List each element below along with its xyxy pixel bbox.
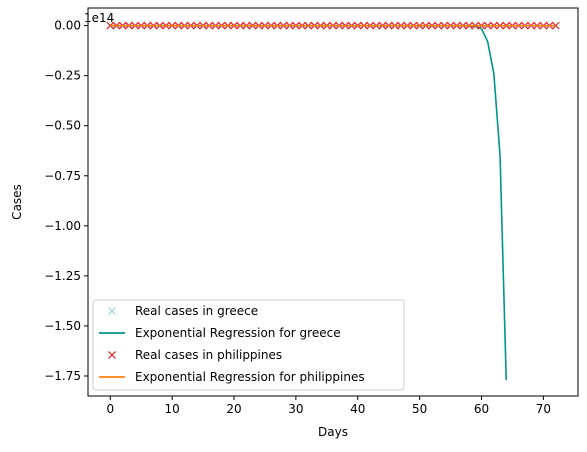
legend-item: Exponential Regression for philippines — [99, 370, 365, 384]
y-tick-label: −1.75 — [44, 369, 81, 383]
y-axis-label: Cases — [10, 184, 24, 220]
legend-label: Real cases in greece — [135, 304, 258, 318]
x-tick-label: 50 — [412, 402, 427, 416]
y-tick-label: −0.50 — [44, 119, 81, 133]
x-tick-label: 70 — [536, 402, 551, 416]
x-tick-label: 20 — [226, 402, 241, 416]
legend-marker — [108, 351, 116, 359]
legend-label: Exponential Regression for greece — [135, 326, 341, 340]
y-tick-label: −0.75 — [44, 169, 81, 183]
x-tick-label: 60 — [474, 402, 489, 416]
legend: Real cases in greece Exponential Regressi… — [92, 299, 405, 391]
legend-item: Exponential Regression for greece — [99, 326, 341, 340]
y-offset-text: 1e14 — [84, 11, 114, 25]
legend-item: Real cases in greece — [108, 304, 258, 318]
y-axis: 0.00 −0.25 −0.50 −0.75 −1.00 −1.25 −1.50 −1.75 — [44, 19, 88, 383]
y-tick-label: −0.25 — [44, 69, 81, 83]
x-tick-label: 0 — [106, 402, 114, 416]
y-tick-label: −1.00 — [44, 219, 81, 233]
x-tick-label: 40 — [350, 402, 365, 416]
legend-box — [92, 299, 405, 391]
y-tick-label: −1.50 — [44, 319, 81, 333]
legend-label: Exponential Regression for philippines — [135, 370, 365, 384]
plot-area — [106, 21, 560, 381]
x-tick-label: 10 — [165, 402, 180, 416]
legend-marker — [108, 307, 116, 315]
x-axis-label: Days — [318, 425, 348, 439]
y-tick-label: 0.00 — [54, 19, 81, 33]
y-tick-label: −1.25 — [44, 269, 81, 283]
axes-frame — [87, 7, 579, 397]
legend-label: Real cases in philippines — [135, 348, 282, 362]
legend-item: Real cases in philippines — [108, 348, 282, 362]
x-axis: 0 10 20 30 40 50 60 70 — [106, 396, 551, 416]
x-tick-label: 30 — [288, 402, 303, 416]
